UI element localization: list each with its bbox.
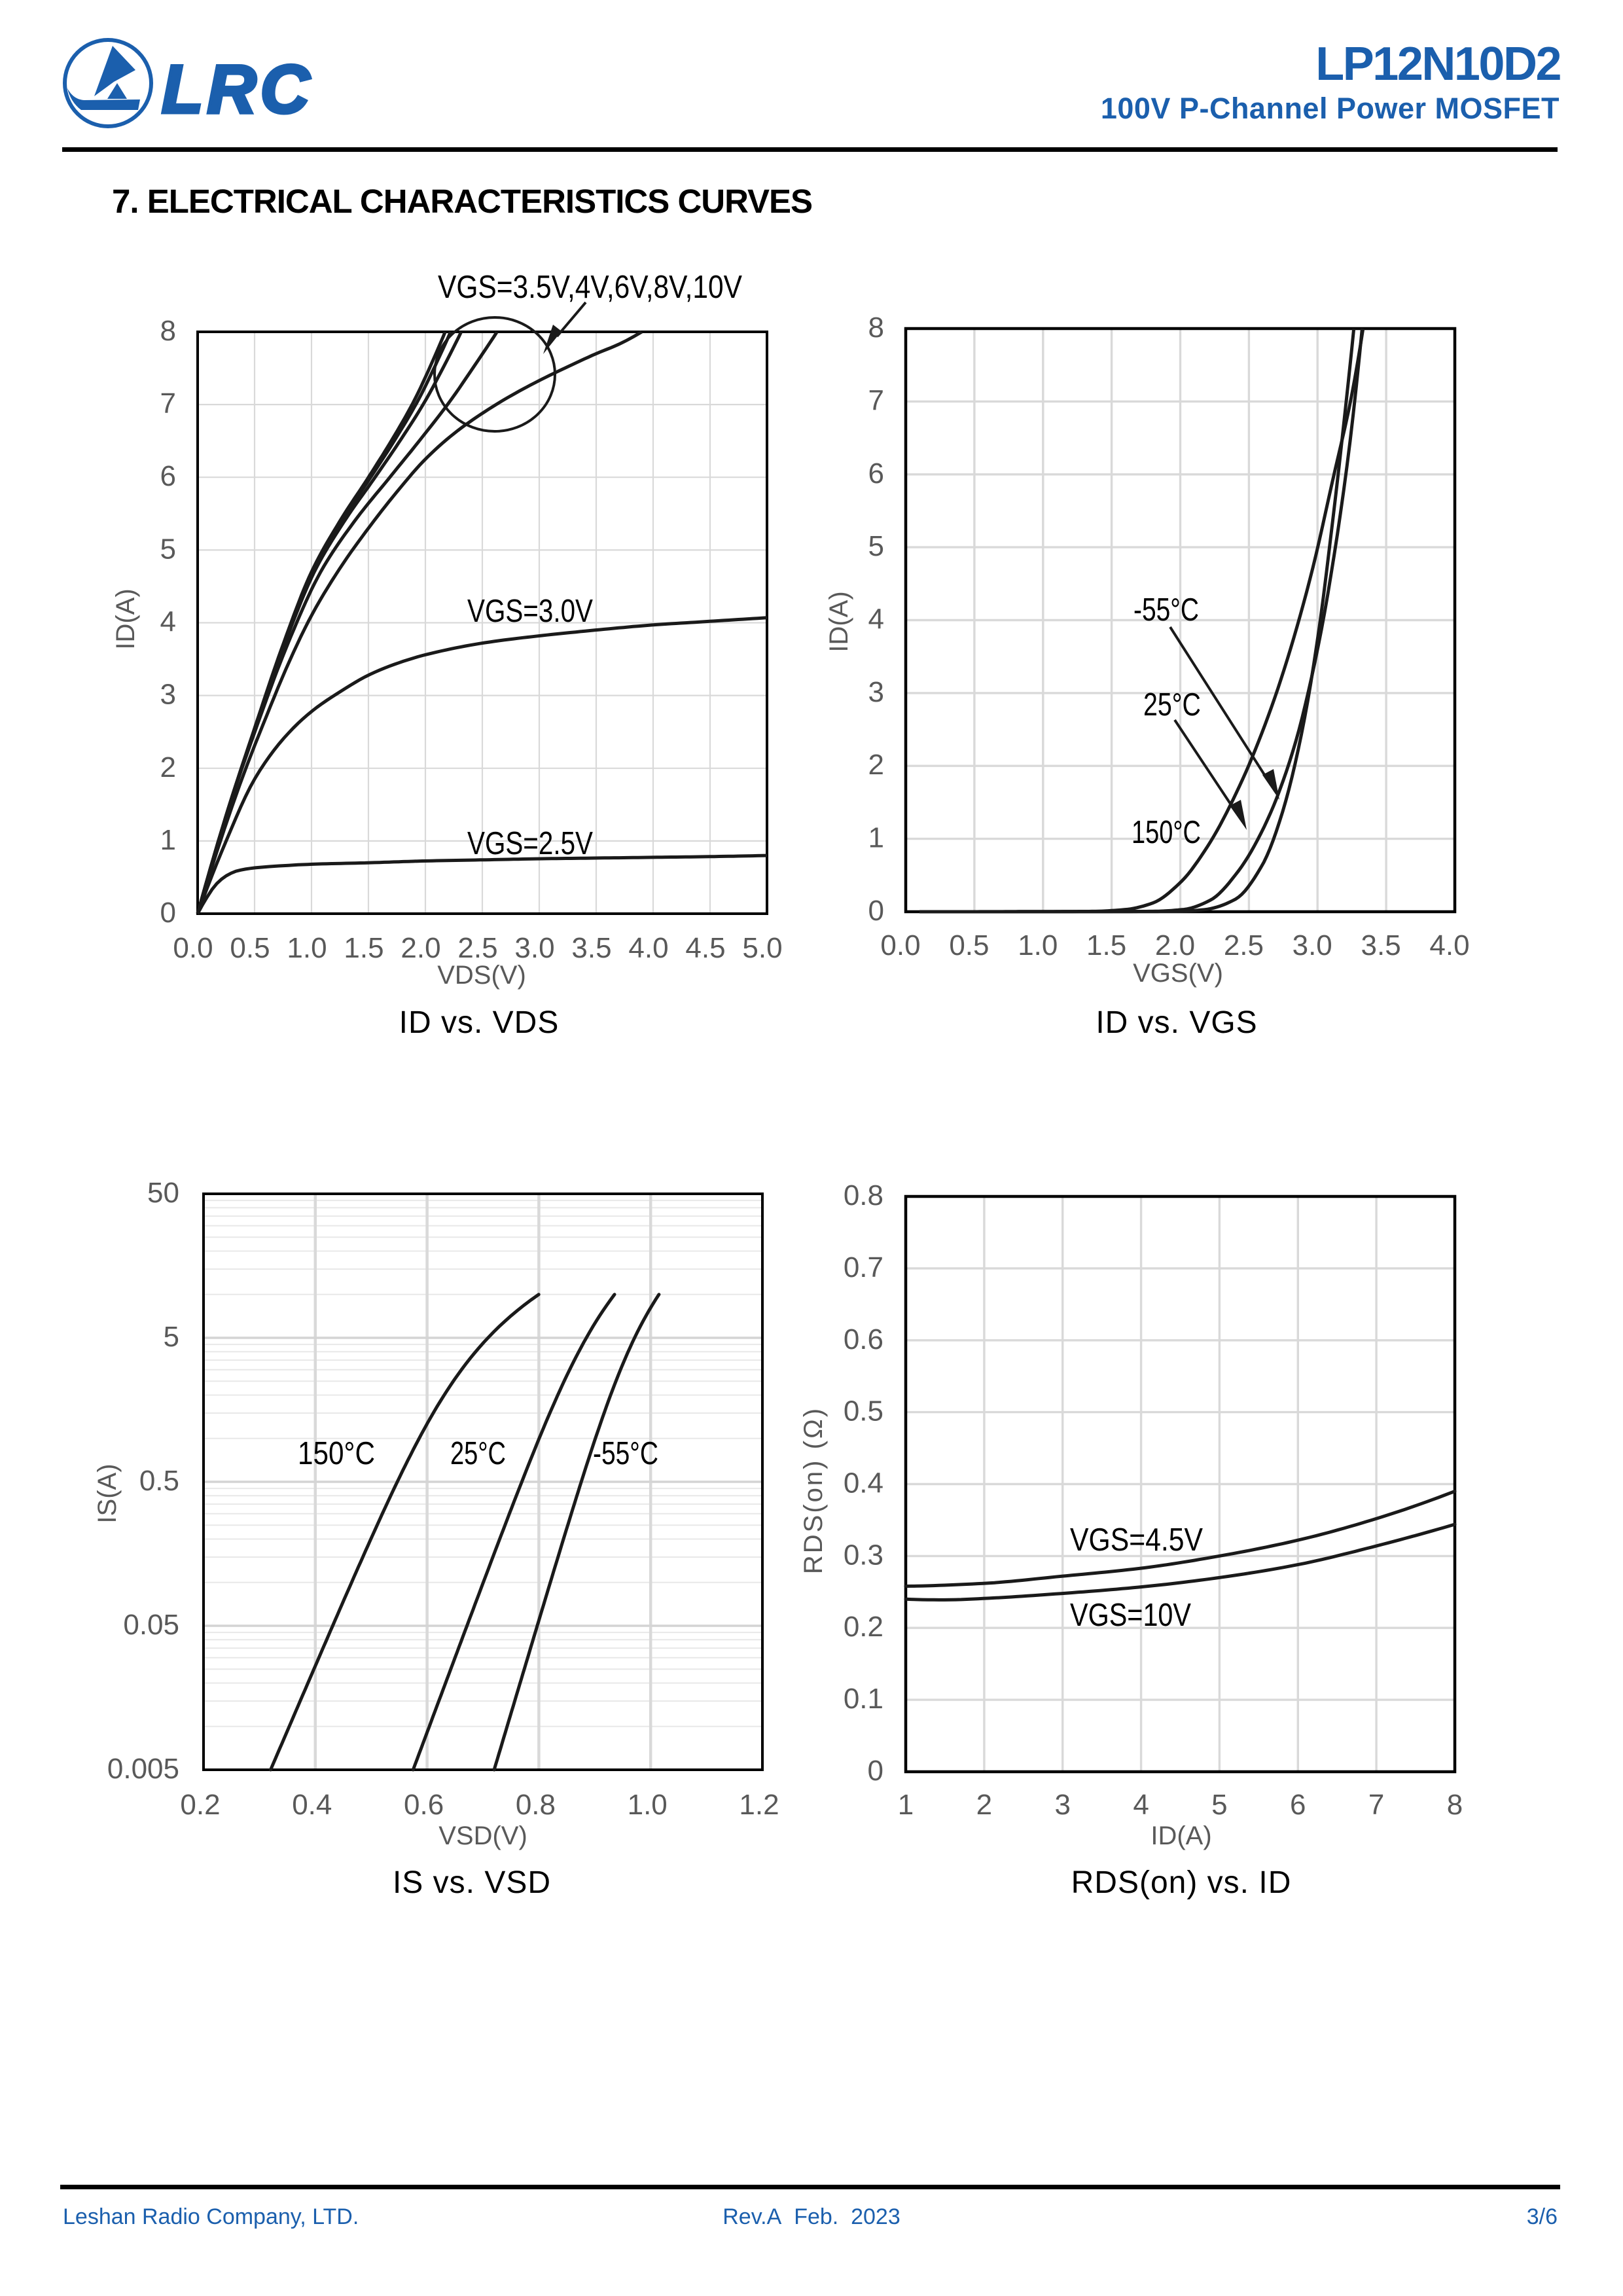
svg-text:2.5: 2.5 — [457, 932, 497, 964]
svg-text:8: 8 — [868, 312, 884, 344]
svg-text:1.5: 1.5 — [1086, 929, 1126, 961]
svg-text:25°C: 25°C — [450, 1436, 506, 1471]
svg-text:5: 5 — [868, 530, 884, 562]
svg-text:VGS=3.0V: VGS=3.0V — [467, 594, 593, 629]
svg-text:0.1: 0.1 — [844, 1683, 883, 1715]
svg-text:2.0: 2.0 — [1155, 929, 1195, 961]
svg-text:3: 3 — [868, 676, 884, 708]
svg-text:0.8: 0.8 — [516, 1789, 556, 1821]
svg-text:1.0: 1.0 — [1018, 929, 1058, 961]
svg-text:0.2: 0.2 — [180, 1789, 220, 1821]
svg-text:IS(A): IS(A) — [93, 1463, 122, 1523]
svg-text:0.05: 0.05 — [123, 1609, 179, 1641]
svg-text:50: 50 — [147, 1177, 179, 1209]
svg-text:6: 6 — [868, 457, 884, 490]
svg-text:0.7: 0.7 — [844, 1251, 883, 1283]
svg-text:150°C: 150°C — [298, 1436, 375, 1471]
svg-text:0.6: 0.6 — [404, 1789, 444, 1821]
svg-text:0.4: 0.4 — [292, 1789, 332, 1821]
svg-text:VSD(V): VSD(V) — [438, 1821, 527, 1850]
svg-text:5.0: 5.0 — [742, 932, 782, 964]
svg-text:2: 2 — [868, 749, 884, 781]
svg-text:5: 5 — [164, 1321, 179, 1353]
svg-text:4.0: 4.0 — [628, 932, 668, 964]
svg-text:4: 4 — [160, 606, 176, 638]
svg-text:ID vs. VGS: ID vs. VGS — [1096, 1005, 1257, 1040]
svg-text:150°C: 150°C — [1132, 815, 1201, 850]
svg-text:IS vs. VSD: IS vs. VSD — [393, 1865, 551, 1900]
svg-text:7: 7 — [868, 384, 884, 416]
svg-text:3.0: 3.0 — [1293, 929, 1332, 961]
svg-text:8: 8 — [1447, 1789, 1463, 1821]
svg-text:8: 8 — [160, 315, 176, 347]
svg-text:1.5: 1.5 — [344, 932, 383, 964]
svg-text:4: 4 — [868, 603, 884, 636]
svg-text:6: 6 — [1290, 1789, 1306, 1821]
svg-text:3: 3 — [160, 679, 176, 711]
svg-text:0.5: 0.5 — [844, 1395, 883, 1427]
svg-text:0.8: 0.8 — [844, 1179, 883, 1211]
svg-text:4.0: 4.0 — [1429, 929, 1469, 961]
svg-text:VGS=2.5V: VGS=2.5V — [467, 826, 593, 861]
svg-text:-55°C: -55°C — [593, 1436, 658, 1471]
svg-text:25°C: 25°C — [1143, 687, 1201, 723]
svg-text:3.0: 3.0 — [514, 932, 554, 964]
svg-text:0.3: 0.3 — [844, 1539, 883, 1571]
svg-text:1.0: 1.0 — [287, 932, 327, 964]
svg-text:2.0: 2.0 — [401, 932, 440, 964]
svg-text:ID(A): ID(A) — [1150, 1821, 1211, 1850]
svg-text:3: 3 — [1054, 1789, 1070, 1821]
svg-text:RDS(on) (Ω): RDS(on) (Ω) — [799, 1407, 828, 1574]
svg-text:0.6: 0.6 — [844, 1323, 883, 1355]
svg-text:ID vs. VDS: ID vs. VDS — [399, 1005, 560, 1040]
svg-text:2: 2 — [976, 1789, 992, 1821]
svg-text:3.5: 3.5 — [1361, 929, 1401, 961]
svg-text:ID(A): ID(A) — [111, 588, 140, 649]
svg-text:1: 1 — [898, 1789, 914, 1821]
svg-text:0: 0 — [868, 895, 884, 927]
svg-text:VGS=4.5V: VGS=4.5V — [1070, 1522, 1203, 1558]
svg-text:1.2: 1.2 — [739, 1789, 779, 1821]
svg-text:0.4: 0.4 — [844, 1467, 883, 1499]
svg-text:RDS(on) vs. ID: RDS(on) vs. ID — [1071, 1865, 1292, 1900]
svg-text:5: 5 — [160, 533, 176, 565]
svg-text:7: 7 — [1368, 1789, 1384, 1821]
svg-text:VDS(V): VDS(V) — [437, 961, 526, 990]
svg-text:VGS=3.5V,4V,6V,8V,10V: VGS=3.5V,4V,6V,8V,10V — [438, 270, 742, 305]
svg-text:LRC: LRC — [162, 52, 313, 128]
svg-text:4.5: 4.5 — [685, 932, 725, 964]
svg-text:7: 7 — [160, 387, 176, 420]
svg-text:0.0: 0.0 — [173, 932, 213, 964]
svg-text:2: 2 — [160, 751, 176, 783]
svg-text:VGS=10V: VGS=10V — [1070, 1598, 1191, 1633]
svg-text:0.5: 0.5 — [230, 932, 270, 964]
svg-text:0: 0 — [868, 1755, 883, 1787]
svg-text:0: 0 — [160, 897, 176, 929]
svg-text:0.0: 0.0 — [880, 929, 920, 961]
svg-text:4: 4 — [1133, 1789, 1149, 1821]
svg-text:0.005: 0.005 — [107, 1753, 179, 1785]
svg-text:0.5: 0.5 — [139, 1465, 179, 1497]
svg-text:VGS(V): VGS(V) — [1133, 959, 1223, 988]
svg-text:1: 1 — [868, 822, 884, 854]
svg-text:3.5: 3.5 — [571, 932, 611, 964]
svg-text:2.5: 2.5 — [1224, 929, 1264, 961]
svg-text:6: 6 — [160, 460, 176, 492]
svg-text:0.5: 0.5 — [949, 929, 989, 961]
svg-text:ID(A): ID(A) — [825, 591, 853, 652]
svg-text:-55°C: -55°C — [1133, 592, 1199, 628]
svg-text:1.0: 1.0 — [628, 1789, 668, 1821]
svg-text:1: 1 — [160, 824, 176, 856]
svg-text:5: 5 — [1211, 1789, 1227, 1821]
svg-text:0.2: 0.2 — [844, 1611, 883, 1643]
